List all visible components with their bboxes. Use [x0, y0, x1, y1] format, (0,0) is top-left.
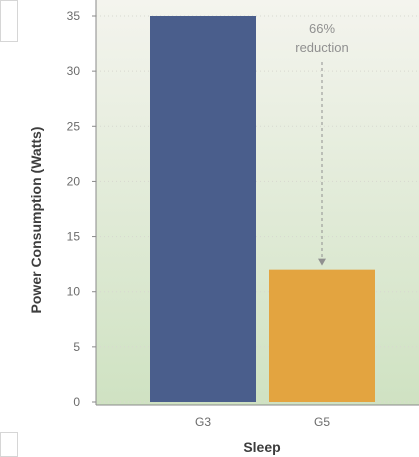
x-axis-title: Sleep	[243, 439, 280, 455]
y-tick-label: 0	[73, 395, 80, 409]
bar-G5	[269, 269, 375, 402]
label-layer: G3 G5	[195, 415, 330, 429]
y-tick-label: 25	[67, 119, 81, 133]
y-tick-label: 30	[67, 64, 81, 78]
y-axis-title: Power Consumption (Watts)	[28, 127, 44, 314]
annotation-text: reduction	[295, 40, 348, 55]
bar-layer	[150, 16, 375, 402]
frame-corner-top	[0, 0, 18, 42]
y-tick-label: 35	[67, 9, 81, 23]
y-tick-label: 5	[73, 340, 80, 354]
x-tick-label: G5	[314, 415, 330, 429]
tick-layer: 0 5 10 15 20 25 30 35	[67, 9, 96, 409]
x-tick-label: G3	[195, 415, 211, 429]
annotation-percent: 66%	[309, 21, 335, 36]
bar-G3	[150, 16, 256, 402]
frame-corner-bottom	[0, 432, 18, 457]
y-tick-label: 20	[67, 174, 81, 188]
reduction-arrowhead	[318, 258, 326, 266]
y-tick-label: 10	[67, 285, 81, 299]
y-tick-label: 15	[67, 230, 81, 244]
